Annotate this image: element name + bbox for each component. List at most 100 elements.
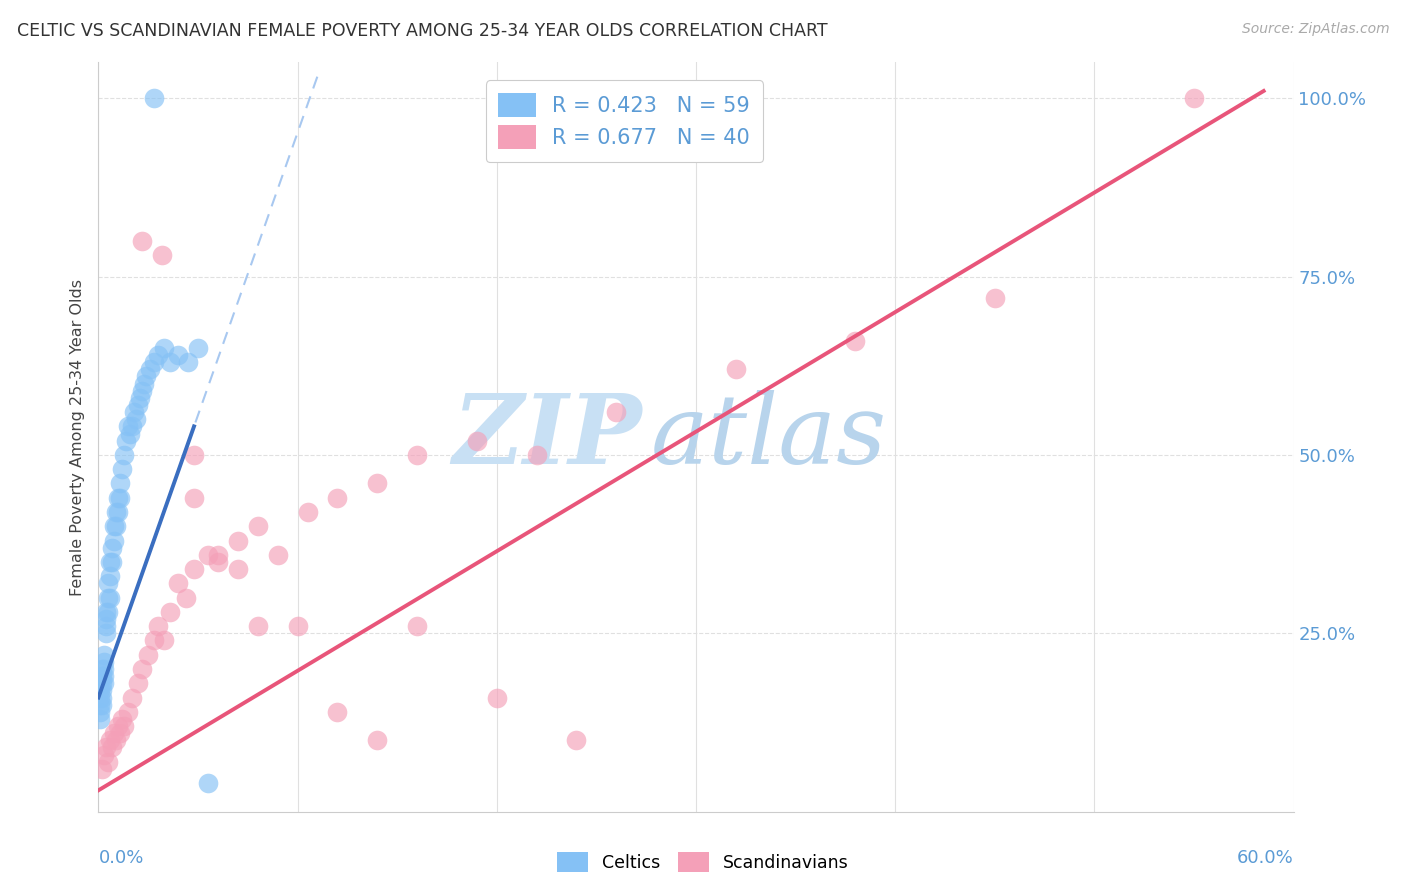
- Point: [197, 776, 219, 790]
- Point: [183, 562, 205, 576]
- Point: [107, 505, 129, 519]
- Point: [107, 719, 129, 733]
- Point: [526, 448, 548, 462]
- Point: [89, 712, 111, 726]
- Point: [148, 348, 170, 362]
- Point: [1182, 91, 1205, 105]
- Point: [197, 548, 219, 562]
- Text: 60.0%: 60.0%: [1237, 849, 1294, 867]
- Point: [326, 705, 349, 719]
- Point: [97, 591, 120, 605]
- Point: [143, 633, 166, 648]
- Point: [167, 348, 190, 362]
- Point: [91, 676, 114, 690]
- Y-axis label: Female Poverty Among 25-34 Year Olds: Female Poverty Among 25-34 Year Olds: [70, 278, 86, 596]
- Point: [605, 405, 627, 419]
- Point: [93, 747, 115, 762]
- Point: [177, 355, 200, 369]
- Point: [93, 676, 115, 690]
- Point: [207, 548, 229, 562]
- Point: [120, 426, 142, 441]
- Point: [89, 705, 111, 719]
- Point: [97, 605, 120, 619]
- Point: [93, 648, 115, 662]
- Text: Source: ZipAtlas.com: Source: ZipAtlas.com: [1241, 22, 1389, 37]
- Point: [97, 755, 120, 769]
- Point: [105, 733, 128, 747]
- Point: [136, 648, 159, 662]
- Point: [96, 626, 118, 640]
- Point: [91, 669, 114, 683]
- Point: [105, 505, 128, 519]
- Point: [134, 376, 156, 391]
- Point: [93, 669, 115, 683]
- Point: [91, 762, 114, 776]
- Point: [110, 726, 132, 740]
- Text: atlas: atlas: [651, 390, 887, 484]
- Point: [159, 355, 181, 369]
- Point: [121, 690, 143, 705]
- Point: [406, 619, 429, 633]
- Point: [287, 619, 309, 633]
- Text: CELTIC VS SCANDINAVIAN FEMALE POVERTY AMONG 25-34 YEAR OLDS CORRELATION CHART: CELTIC VS SCANDINAVIAN FEMALE POVERTY AM…: [17, 22, 828, 40]
- Text: 0.0%: 0.0%: [98, 849, 143, 867]
- Point: [366, 476, 388, 491]
- Point: [139, 362, 162, 376]
- Point: [101, 555, 124, 569]
- Point: [117, 705, 139, 719]
- Point: [112, 719, 135, 733]
- Point: [111, 712, 134, 726]
- Point: [485, 690, 508, 705]
- Point: [121, 419, 143, 434]
- Point: [129, 391, 152, 405]
- Point: [103, 726, 125, 740]
- Point: [297, 505, 319, 519]
- Point: [565, 733, 588, 747]
- Point: [125, 412, 148, 426]
- Point: [89, 698, 111, 712]
- Point: [226, 562, 249, 576]
- Point: [153, 341, 176, 355]
- Point: [226, 533, 249, 548]
- Point: [207, 555, 229, 569]
- Point: [98, 591, 122, 605]
- Point: [183, 491, 205, 505]
- Point: [89, 690, 111, 705]
- Point: [153, 633, 176, 648]
- Point: [131, 384, 153, 398]
- Point: [97, 576, 120, 591]
- Text: ZIP: ZIP: [453, 390, 643, 484]
- Point: [366, 733, 388, 747]
- Point: [326, 491, 349, 505]
- Point: [115, 434, 138, 448]
- Point: [98, 569, 122, 583]
- Point: [150, 248, 173, 262]
- Point: [96, 619, 118, 633]
- Point: [110, 491, 132, 505]
- Point: [91, 662, 114, 676]
- Point: [98, 555, 122, 569]
- Point: [984, 291, 1007, 305]
- Point: [127, 398, 149, 412]
- Point: [167, 576, 190, 591]
- Point: [96, 740, 118, 755]
- Point: [101, 740, 124, 755]
- Point: [124, 405, 146, 419]
- Point: [91, 690, 114, 705]
- Point: [159, 605, 181, 619]
- Point: [93, 662, 115, 676]
- Point: [131, 234, 153, 248]
- Point: [96, 605, 118, 619]
- Point: [844, 334, 866, 348]
- Point: [148, 619, 170, 633]
- Point: [135, 369, 157, 384]
- Point: [91, 683, 114, 698]
- Point: [143, 91, 166, 105]
- Point: [103, 533, 125, 548]
- Point: [93, 655, 115, 669]
- Point: [98, 733, 122, 747]
- Point: [111, 462, 134, 476]
- Point: [131, 662, 153, 676]
- Point: [101, 541, 124, 555]
- Point: [187, 341, 209, 355]
